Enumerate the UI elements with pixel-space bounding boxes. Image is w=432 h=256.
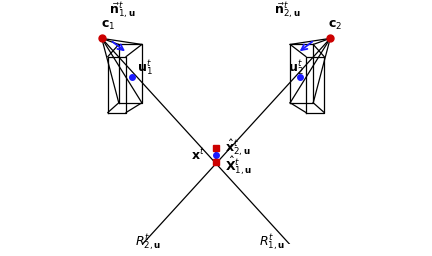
Text: $R^t_{1,\mathbf{u}}$: $R^t_{1,\mathbf{u}}$ (259, 233, 285, 253)
Text: $\mathbf{c}_2$: $\mathbf{c}_2$ (328, 19, 342, 32)
Text: $\mathbf{c}_1$: $\mathbf{c}_1$ (101, 19, 115, 32)
Text: $\mathbf{u}^t_2$: $\mathbf{u}^t_2$ (288, 59, 303, 79)
Text: $\hat{\mathbf{x}}^t_{2,\mathbf{u}}$: $\hat{\mathbf{x}}^t_{2,\mathbf{u}}$ (225, 137, 250, 158)
Text: $\vec{\mathbf{n}}^t_{2,\mathbf{u}}$: $\vec{\mathbf{n}}^t_{2,\mathbf{u}}$ (274, 1, 301, 21)
Text: $\hat{\mathbf{X}}^t_{1,\mathbf{u}}$: $\hat{\mathbf{X}}^t_{1,\mathbf{u}}$ (225, 155, 252, 177)
Text: $\mathbf{x}^t$: $\mathbf{x}^t$ (191, 147, 205, 163)
Text: $\vec{\mathbf{n}}^t_{1,\mathbf{u}}$: $\vec{\mathbf{n}}^t_{1,\mathbf{u}}$ (109, 1, 136, 21)
Text: $R^t_{2,\mathbf{u}}$: $R^t_{2,\mathbf{u}}$ (135, 233, 161, 253)
Text: $\mathbf{u}^t_1$: $\mathbf{u}^t_1$ (137, 59, 153, 79)
